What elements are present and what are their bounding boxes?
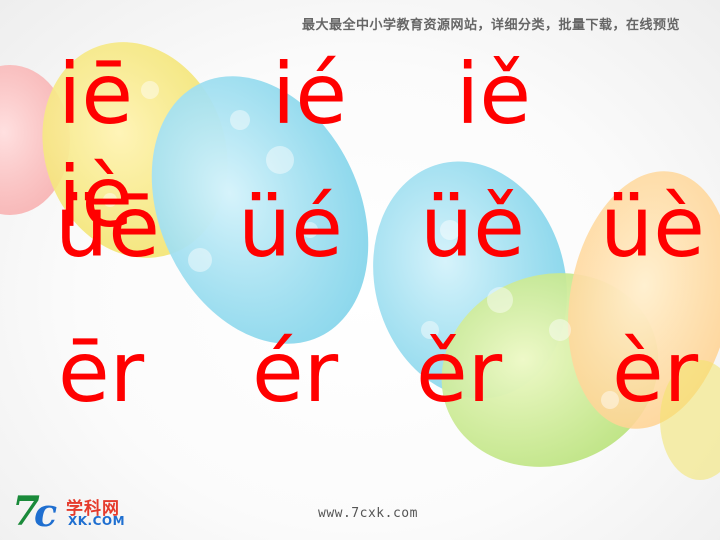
logo-english-name: XK.COM [68, 514, 126, 528]
site-logo[interactable]: 7 c 学科网 XK.COM [10, 488, 140, 535]
blue-blob-left [151, 76, 369, 344]
yellow-blob-right [660, 360, 720, 480]
syllable-er-1: ēr [58, 323, 145, 421]
syllable-ie-2: ié [272, 45, 348, 143]
syllable-ie-4: iè [58, 148, 134, 246]
syllable-ue-4: üè [600, 178, 705, 276]
syllable-er-2: ér [252, 323, 339, 421]
syllable-ie-3: iě [456, 45, 532, 143]
syllable-ue-3: üě [420, 178, 525, 276]
footer-url[interactable]: www.7cxk.com [318, 506, 418, 521]
syllable-ie-1: iē [58, 45, 134, 143]
syllable-ue-1: üē [55, 178, 160, 276]
bokeh-dots [103, 81, 619, 409]
logo-mark: 7 c [12, 488, 58, 535]
syllable-ue-2: üé [238, 178, 343, 276]
syllable-er-4: èr [612, 323, 699, 421]
logo-chinese-name: 学科网 [66, 499, 120, 519]
syllable-er-3: ěr [416, 323, 503, 421]
site-banner: 最大最全中小学教育资源网站，详细分类，批量下载，在线预览 [301, 18, 680, 33]
